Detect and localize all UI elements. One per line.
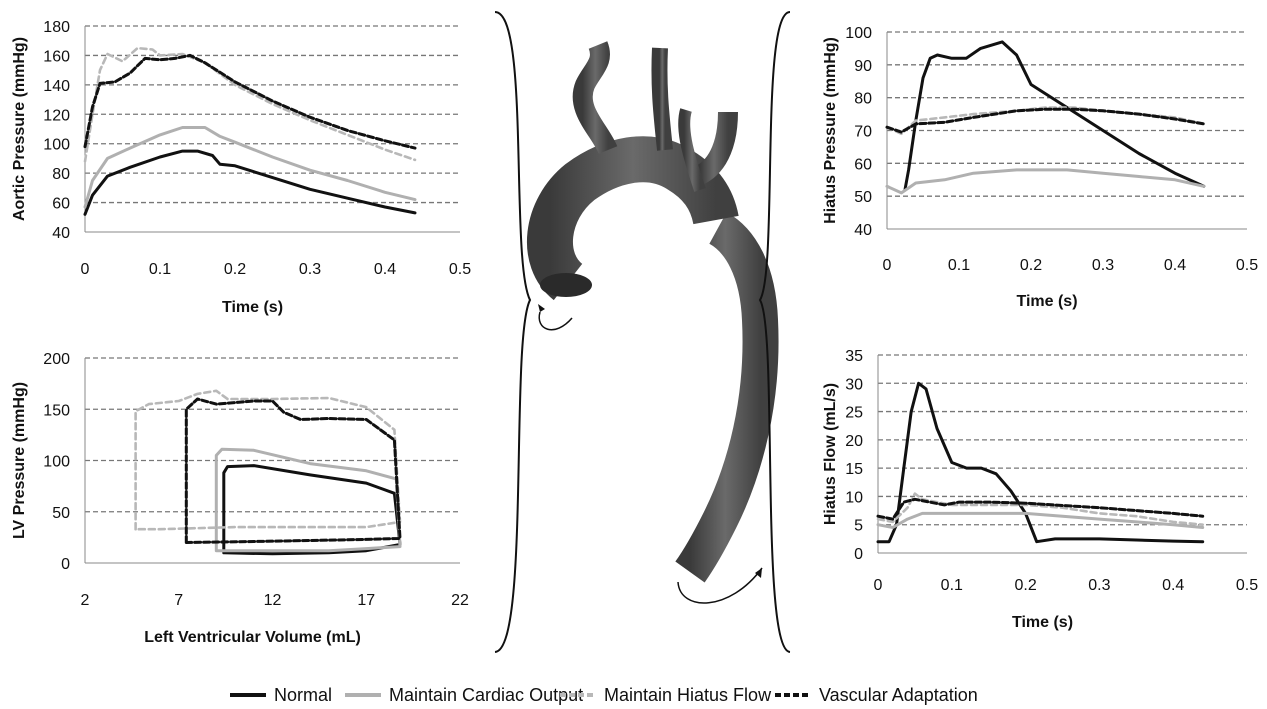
- xtick-label: 0.4: [1162, 577, 1184, 594]
- series-line-aortic-vascular-adaptation: [83, 53, 417, 150]
- xtick-label: 0.1: [948, 257, 970, 274]
- x-axis-title: Time (s): [222, 299, 283, 316]
- xtick-label: 0.3: [299, 261, 321, 278]
- xtick-label: 0.3: [1088, 577, 1110, 594]
- series-line-hiatus-pressure-vascular-adaptation: [885, 107, 1206, 134]
- ytick-label: 15: [845, 461, 863, 478]
- ytick-label: 160: [43, 48, 70, 65]
- legend-label: Maintain Cardiac Output: [389, 685, 583, 705]
- legend-label: Normal: [274, 685, 332, 705]
- xtick-label: 0.1: [941, 577, 963, 594]
- ytick-label: 140: [43, 78, 70, 95]
- series-line-lv-normal: [222, 464, 402, 556]
- series-line-aortic-maintain-cardiac-output: [83, 126, 417, 209]
- y-axis-title: Hiatus Flow (mL/s): [822, 383, 839, 525]
- xtick-label: 0: [81, 261, 90, 278]
- series-line-lv-vascular-adaptation: [184, 397, 402, 544]
- series-line-hiatus-flow-maintain-hiatus-flow: [876, 492, 1204, 526]
- ytick-label: 30: [845, 376, 863, 393]
- x-axis-title: Left Ventricular Volume (mL): [144, 629, 361, 646]
- ytick-label: 20: [845, 433, 863, 450]
- ytick-label: 40: [854, 222, 872, 239]
- xtick-label: 0.5: [449, 261, 471, 278]
- xtick-label: 0.3: [1092, 257, 1114, 274]
- xtick-label: 7: [174, 592, 183, 609]
- xtick-label: 17: [357, 592, 375, 609]
- ytick-label: 50: [52, 505, 70, 522]
- chart-aortic: 40 60 80 100 120 140 160 180 0 0.1 0.2 0.3 0.4 0.5 Tim…: [11, 19, 471, 316]
- series-line-hiatus-flow-maintain-cardiac-output: [876, 511, 1205, 529]
- ytick-label: 60: [854, 156, 872, 173]
- ytick-label: 5: [854, 518, 863, 535]
- legend-label: Maintain Hiatus Flow: [604, 685, 772, 705]
- xtick-label: 0.1: [149, 261, 171, 278]
- ytick-label: 0: [854, 546, 863, 563]
- xtick-label: 0.2: [1014, 577, 1036, 594]
- ytick-label: 40: [52, 225, 70, 242]
- ytick-label: 90: [854, 58, 872, 75]
- series-line-aortic-normal: [83, 149, 417, 216]
- ytick-label: 60: [52, 196, 70, 213]
- chart-hiatus-flow: 0 5 10 15 20 25 30 35 0 0.1 0.2 0.3 0.4 0.5 Time (s) Hi…: [822, 348, 1258, 631]
- ytick-label: 120: [43, 107, 70, 124]
- right-brace: [758, 11, 791, 653]
- aorta-model-illustration: [526, 41, 779, 604]
- legend: Normal Maintain Cardiac Output Maintain Hi…: [230, 685, 978, 705]
- x-axis-title: Time (s): [1012, 614, 1073, 631]
- xtick-label: 0: [883, 257, 892, 274]
- series-line-aortic-maintain-hiatus-flow: [83, 46, 417, 163]
- xtick-label: 0.2: [224, 261, 246, 278]
- chart-lv: 0 50 100 150 200 2 7 12 17 22 Left Ventricular Vol…: [11, 351, 469, 646]
- xtick-label: 0.5: [1236, 577, 1258, 594]
- xtick-label: 12: [264, 592, 282, 609]
- series-line-hiatus-pressure-normal: [903, 40, 1206, 192]
- xtick-label: 2: [81, 592, 90, 609]
- left-brace: [494, 11, 532, 653]
- y-axis-title: LV Pressure (mmHg): [11, 382, 28, 539]
- xtick-label: 0.5: [1236, 257, 1258, 274]
- ytick-label: 180: [43, 19, 70, 36]
- ytick-label: 80: [52, 166, 70, 183]
- series-line-hiatus-flow-normal: [876, 381, 1205, 544]
- y-axis-title: Aortic Pressure (mmHg): [11, 37, 28, 221]
- series-line-lv-maintain-hiatus-flow: [134, 389, 402, 531]
- xtick-label: 0.4: [1164, 257, 1186, 274]
- series-line-lv-maintain-cardiac-output: [214, 447, 402, 553]
- ytick-label: 100: [845, 25, 872, 42]
- series-line-hiatus-flow-vascular-adaptation: [876, 497, 1205, 521]
- series-line-hiatus-pressure-maintain-cardiac-output: [885, 168, 1206, 195]
- ytick-label: 70: [854, 124, 872, 141]
- ytick-label: 80: [854, 91, 872, 108]
- ytick-label: 10: [845, 489, 863, 506]
- ytick-label: 35: [845, 348, 863, 365]
- ytick-label: 100: [43, 137, 70, 154]
- ytick-label: 100: [43, 454, 70, 471]
- chart-hiatus-pressure: 40 50 60 70 80 90 100 0 0.1 0.2 0.3 0.4 0.5 Time (s) H…: [822, 25, 1258, 310]
- xtick-label: 0: [874, 577, 883, 594]
- y-axis-title: Hiatus Pressure (mmHg): [822, 37, 839, 224]
- x-axis-title: Time (s): [1016, 293, 1077, 310]
- xtick-label: 0.2: [1020, 257, 1042, 274]
- legend-label: Vascular Adaptation: [819, 685, 978, 705]
- ytick-label: 150: [43, 402, 70, 419]
- ytick-label: 200: [43, 351, 70, 368]
- ytick-label: 0: [61, 556, 70, 573]
- ytick-label: 25: [845, 405, 863, 422]
- series-line-hiatus-pressure-maintain-hiatus-flow: [885, 106, 1206, 136]
- xtick-label: 22: [451, 592, 469, 609]
- xtick-label: 0.4: [374, 261, 396, 278]
- ytick-label: 50: [854, 189, 872, 206]
